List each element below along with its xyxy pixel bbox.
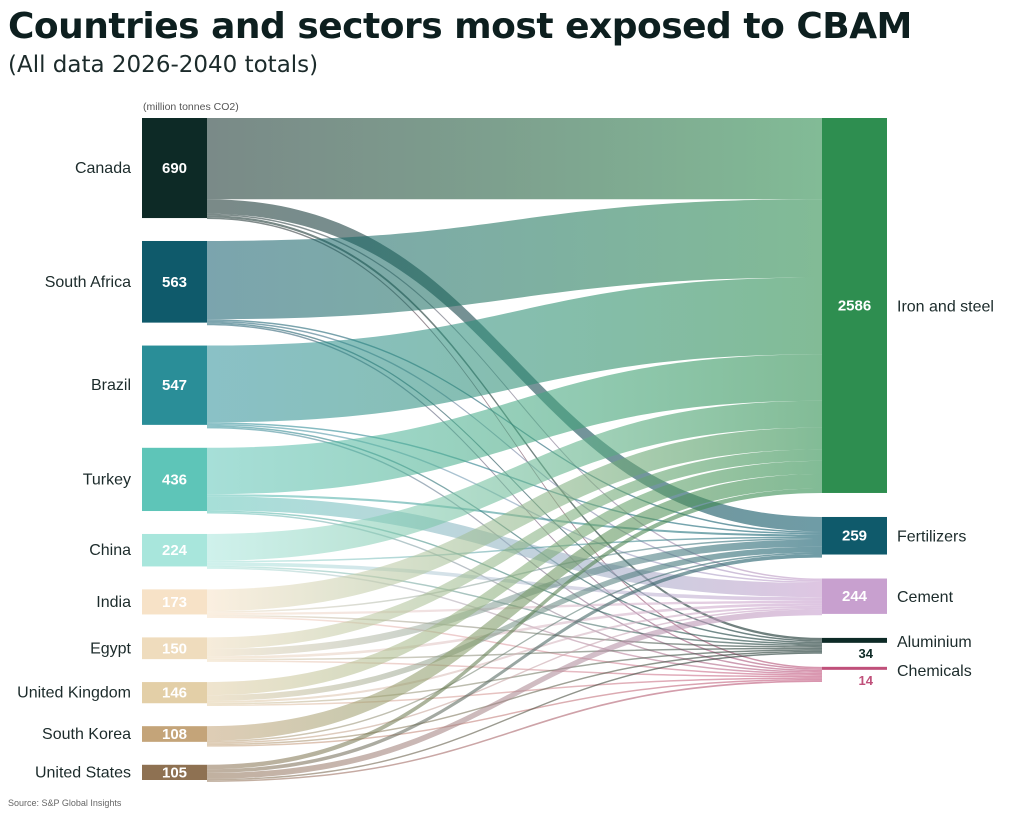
source-label-south-korea: South Korea <box>42 726 131 743</box>
source-value-china: 224 <box>162 542 188 559</box>
link-south-korea-to-aluminium <box>207 650 822 746</box>
link-united-states-to-cement <box>207 609 822 779</box>
target-value-iron-and-steel: 2586 <box>838 297 871 314</box>
source-label-china: China <box>89 542 131 559</box>
source-value-south-korea: 108 <box>162 726 187 743</box>
source-label-egypt: Egypt <box>90 640 131 657</box>
source-bar-canada <box>142 118 207 219</box>
link-egypt-to-iron-and-steel <box>207 449 822 649</box>
link-united-kingdom-to-cement <box>207 605 822 703</box>
link-brazil-to-iron-and-steel <box>207 277 822 423</box>
source-bar-china <box>142 533 207 567</box>
source-label-south-africa: South Africa <box>45 274 131 291</box>
source-label-india: India <box>96 594 131 611</box>
target-bar-fertilizers <box>822 516 887 555</box>
link-canada-to-cement <box>207 213 822 581</box>
source-label-brazil: Brazil <box>91 377 131 394</box>
source-label-turkey: Turkey <box>83 471 131 488</box>
link-brazil-to-cement <box>207 423 822 584</box>
chart-subtitle: (All data 2026-2040 totals) <box>8 52 319 78</box>
link-china-to-iron-and-steel <box>207 400 822 561</box>
target-bar-cement <box>822 578 887 614</box>
target-label-cement: Cement <box>897 589 954 606</box>
sankey-links <box>207 118 822 782</box>
link-south-africa-to-iron-and-steel <box>207 199 822 320</box>
link-south-korea-to-fertilizers <box>207 552 822 743</box>
source-note: Source: S&P Global Insights <box>8 798 122 808</box>
link-united-kingdom-to-aluminium <box>207 649 822 705</box>
link-china-to-chemicals <box>207 567 822 675</box>
source-bar-brazil <box>142 345 207 425</box>
link-united-kingdom-to-iron-and-steel <box>207 460 822 696</box>
source-value-united-kingdom: 146 <box>162 685 187 702</box>
target-bar-chemicals <box>822 666 887 670</box>
target-label-aluminium: Aluminium <box>897 634 972 651</box>
source-value-turkey: 436 <box>162 471 187 488</box>
link-south-africa-to-cement <box>207 320 822 582</box>
source-label-united-states: United States <box>35 764 131 781</box>
source-nodes: 690 Canada 563 South Africa 547 Brazil 436 Turk… <box>17 118 207 781</box>
source-bar-egypt <box>142 637 207 660</box>
link-united-states-to-iron-and-steel <box>207 488 822 770</box>
source-label-united-kingdom: United Kingdom <box>17 685 131 702</box>
link-united-states-to-fertilizers <box>207 554 822 773</box>
link-south-korea-to-cement <box>207 607 822 744</box>
source-bar-united-kingdom <box>142 682 207 704</box>
unit-note: (million tonnes CO2) <box>143 101 239 113</box>
target-value-fertilizers: 259 <box>842 528 867 545</box>
link-united-states-to-aluminium <box>207 652 822 781</box>
link-united-states-to-chemicals <box>207 680 822 782</box>
link-south-korea-to-iron-and-steel <box>207 473 822 741</box>
source-value-india: 173 <box>162 594 187 611</box>
link-egypt-to-chemicals <box>207 660 822 678</box>
link-egypt-to-fertilizers <box>207 539 822 657</box>
source-bar-india <box>142 589 207 615</box>
source-value-brazil: 547 <box>162 377 187 394</box>
source-value-egypt: 150 <box>162 640 187 657</box>
link-south-africa-to-chemicals <box>207 323 822 670</box>
source-value-united-states: 105 <box>162 764 187 781</box>
link-turkey-to-chemicals <box>207 511 822 673</box>
target-value-cement: 244 <box>842 588 868 605</box>
target-bar-iron-and-steel <box>822 118 887 493</box>
link-canada-to-iron-and-steel <box>207 118 822 200</box>
source-value-south-africa: 563 <box>162 274 187 291</box>
source-value-canada: 690 <box>162 160 187 177</box>
link-united-kingdom-to-fertilizers <box>207 546 822 701</box>
source-bar-south-africa <box>142 240 207 323</box>
target-label-iron-and-steel: Iron and steel <box>897 298 994 315</box>
link-south-korea-to-chemicals <box>207 678 822 747</box>
link-india-to-iron-and-steel <box>207 427 822 612</box>
chart-title: Countries and sectors most exposed to CB… <box>8 6 912 47</box>
target-bar-aluminium <box>822 637 887 643</box>
source-bar-south-korea <box>142 726 207 742</box>
target-label-chemicals: Chemicals <box>897 663 972 680</box>
source-label-canada: Canada <box>75 160 131 177</box>
target-value-aluminium: 34 <box>859 646 874 661</box>
target-value-chemicals: 14 <box>859 673 874 688</box>
target-label-fertilizers: Fertilizers <box>897 529 966 546</box>
source-bar-turkey <box>142 447 207 512</box>
link-turkey-to-iron-and-steel <box>207 354 822 495</box>
source-bar-united-states <box>142 764 207 780</box>
target-nodes: 2586 Iron and steel 259 Fertilizers 244 Cemen… <box>822 118 994 688</box>
link-brazil-to-aluminium <box>207 425 822 644</box>
link-india-to-chemicals <box>207 616 822 676</box>
